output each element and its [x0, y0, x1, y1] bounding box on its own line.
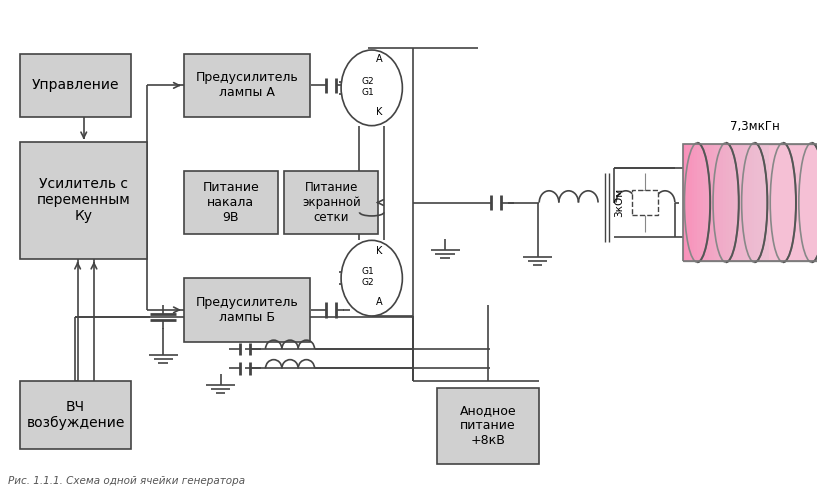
- Bar: [700, 144, 703, 261]
- Bar: [689, 144, 691, 261]
- Bar: [734, 144, 737, 261]
- Bar: [726, 144, 729, 261]
- Text: K: K: [376, 246, 382, 256]
- Bar: [714, 144, 717, 261]
- Bar: [712, 144, 714, 261]
- Text: ВЧ
возбуждение: ВЧ возбуждение: [26, 400, 125, 430]
- Bar: [766, 144, 769, 261]
- Text: G2: G2: [362, 77, 374, 85]
- Bar: [691, 144, 694, 261]
- Text: Питание
накала
9В: Питание накала 9В: [203, 181, 259, 224]
- Bar: [698, 144, 700, 261]
- Bar: [721, 144, 723, 261]
- Bar: [738, 144, 740, 261]
- Bar: [717, 144, 721, 261]
- Text: G1: G1: [362, 267, 375, 276]
- Bar: [740, 144, 743, 261]
- Text: Питание
экранной
сетки: Питание экранной сетки: [302, 181, 360, 224]
- Ellipse shape: [342, 240, 402, 316]
- Bar: [763, 144, 766, 261]
- Bar: [729, 144, 732, 261]
- Text: A: A: [376, 54, 382, 64]
- Text: G2: G2: [362, 278, 374, 287]
- Text: Усилитель с
переменным
Ку: Усилитель с переменным Ку: [37, 177, 131, 224]
- Text: Управление: Управление: [32, 79, 119, 92]
- Bar: [284, 171, 378, 234]
- Bar: [184, 54, 310, 117]
- Bar: [685, 144, 689, 261]
- Bar: [683, 144, 685, 261]
- Bar: [703, 144, 706, 261]
- Text: 3кОм: 3кОм: [614, 188, 624, 217]
- Bar: [20, 381, 131, 449]
- Bar: [752, 144, 754, 261]
- Text: K: K: [376, 107, 382, 117]
- Bar: [632, 190, 658, 215]
- Bar: [755, 144, 757, 261]
- Bar: [683, 144, 817, 261]
- Bar: [732, 144, 734, 261]
- Bar: [184, 171, 278, 234]
- Bar: [757, 144, 760, 261]
- Text: Предусилитель
лампы А: Предусилитель лампы А: [196, 71, 298, 100]
- Text: G1: G1: [362, 88, 375, 97]
- Text: 7,3мкГн: 7,3мкГн: [730, 121, 779, 133]
- Text: Рис. 1.1.1. Схема одной ячейки генератора: Рис. 1.1.1. Схема одной ячейки генератор…: [8, 476, 245, 486]
- Ellipse shape: [342, 50, 402, 126]
- Bar: [20, 54, 131, 117]
- Bar: [437, 388, 539, 464]
- Bar: [683, 144, 817, 261]
- Bar: [184, 278, 310, 342]
- Bar: [706, 144, 708, 261]
- Bar: [760, 144, 763, 261]
- Bar: [743, 144, 746, 261]
- Bar: [723, 144, 725, 261]
- Bar: [709, 144, 712, 261]
- Bar: [746, 144, 748, 261]
- Text: Предусилитель
лампы Б: Предусилитель лампы Б: [196, 296, 298, 324]
- Text: Анодное
питание
+8кВ: Анодное питание +8кВ: [460, 404, 516, 447]
- Bar: [748, 144, 752, 261]
- Text: A: A: [376, 297, 382, 307]
- Bar: [694, 144, 697, 261]
- Bar: [20, 142, 147, 259]
